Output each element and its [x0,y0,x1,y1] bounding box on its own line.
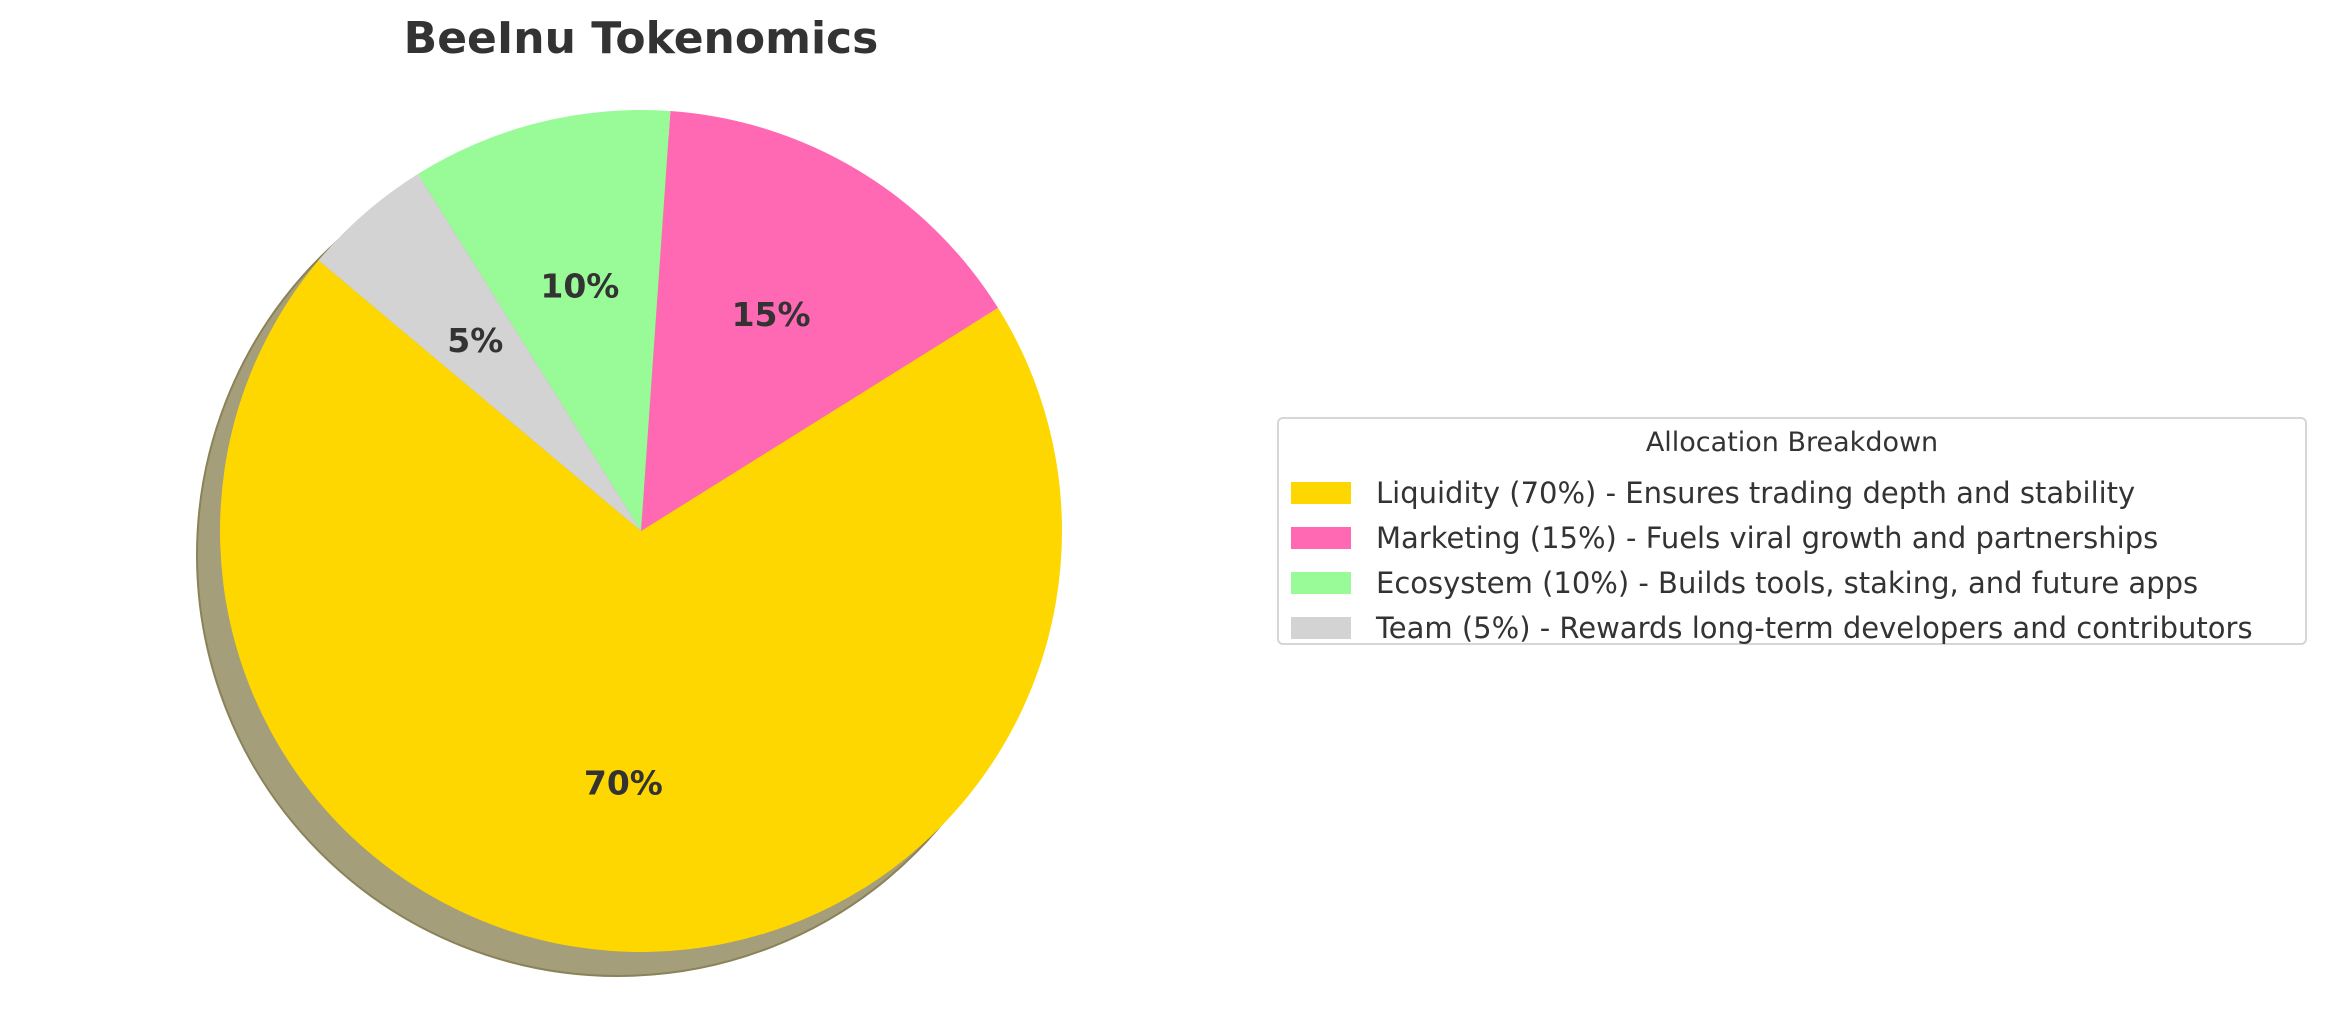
pie-label-team: 5% [447,321,503,360]
pie-slice-ecosystem [417,110,671,531]
legend-text-ecosystem: Ecosystem (10%) - Builds tools, staking,… [1376,565,2199,600]
legend-text-marketing: Marketing (15%) - Fuels viral growth and… [1376,520,2159,555]
pie-slice-labels: 70% 15% 10% 5% [447,266,810,802]
legend-swatch-ecosystem [1291,571,1351,594]
pie-slices [220,110,1062,953]
legend-swatch-team [1291,616,1351,639]
legend-swatch-marketing [1291,526,1351,549]
legend-text-liquidity: Liquidity (70%) - Ensures trading depth … [1376,475,2136,510]
legend-item-team: Team (5%) - Rewards long-term developers… [1291,605,2301,650]
legend-text-team: Team (5%) - Rewards long-term developers… [1376,610,2253,645]
legend-title: Allocation Breakdown [1645,427,1939,458]
pie-slice-team [318,173,641,532]
legend-item-ecosystem: Ecosystem (10%) - Builds tools, staking,… [1291,560,2301,605]
legend-item-liquidity: Liquidity (70%) - Ensures trading depth … [1291,470,2301,515]
legend-item-marketing: Marketing (15%) - Fuels viral growth and… [1291,515,2301,560]
chart-title: BeeInu Tokenomics [404,13,879,64]
legend-items: Liquidity (70%) - Ensures trading depth … [1291,470,2301,650]
pie-label-ecosystem: 10% [540,266,619,305]
legend: Allocation Breakdown Liquidity (70%) - E… [1277,417,2307,645]
legend-swatch-liquidity [1291,481,1351,504]
pie-slice-marketing [641,111,999,531]
pie-slice-liquidity [220,260,1062,953]
pie-label-liquidity: 70% [584,763,663,802]
pie-label-marketing: 15% [732,295,811,334]
